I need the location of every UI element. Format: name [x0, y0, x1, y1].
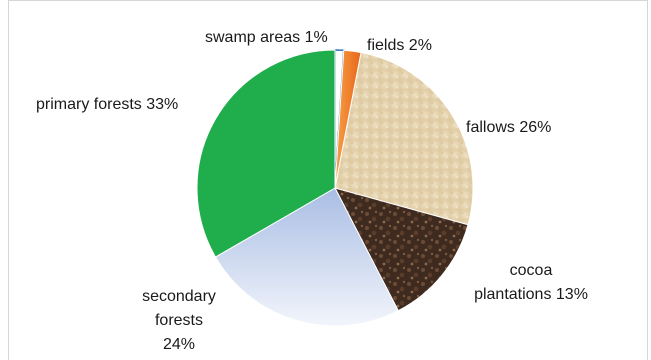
slice-label-fields: fields 2%: [367, 37, 432, 54]
pie-slice-primary-forests: [196, 49, 336, 258]
slice-label-fallows: fallows 26%: [466, 119, 551, 136]
slice-label-primary-forests: primary forests 33%: [36, 96, 178, 113]
pie-slice-fallows: [334, 51, 474, 226]
slice-label-line: forests: [155, 312, 203, 329]
slice-label-line: plantations 13%: [474, 286, 588, 303]
slice-label-secondary-forests: secondary forests 24%: [142, 288, 216, 353]
pie-slice-secondary-forests: [214, 187, 399, 327]
pie-slice-cocoa-plantations: [334, 187, 469, 312]
slice-label-line: secondary: [142, 288, 216, 305]
slice-label-line: 24%: [163, 336, 195, 353]
slice-label-swamp-areas: swamp areas 1%: [205, 29, 328, 46]
slice-label-cocoa-plantations: cocoa plantations 13%: [474, 262, 588, 303]
slice-label-line: cocoa: [510, 262, 553, 279]
